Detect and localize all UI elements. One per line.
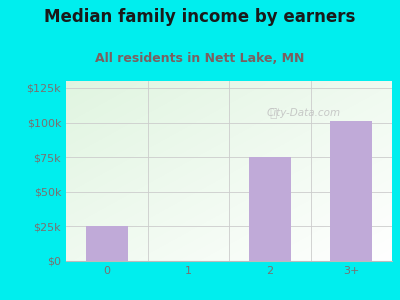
Text: Median family income by earners: Median family income by earners [44, 8, 356, 26]
Text: Ⓜ: Ⓜ [269, 107, 277, 120]
Text: All residents in Nett Lake, MN: All residents in Nett Lake, MN [95, 52, 305, 65]
Bar [248, 157, 291, 261]
Text: City-Data.com: City-Data.com [267, 108, 341, 118]
Bar [330, 121, 372, 261]
Bar [86, 226, 128, 261]
